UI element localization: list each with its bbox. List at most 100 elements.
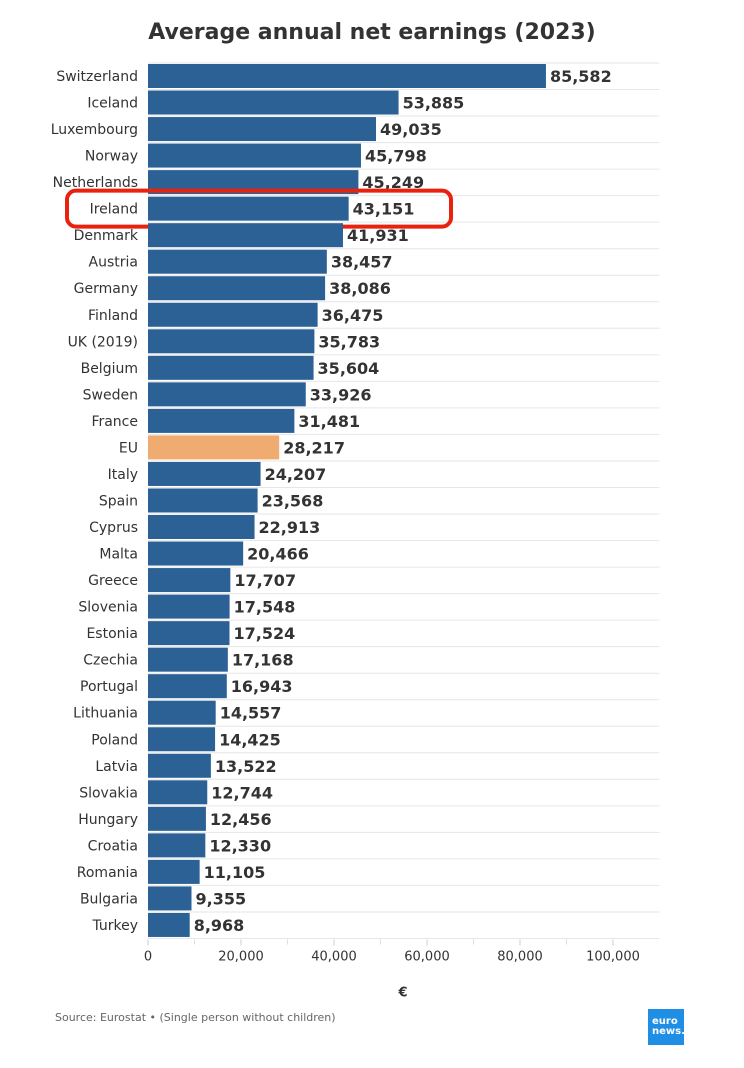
x-tick-label: 20,000 [218,949,264,964]
category-label: Finland [88,308,138,324]
value-label: 9,355 [196,889,247,908]
category-label: Luxembourg [51,122,138,138]
category-label: Portugal [80,679,138,695]
category-label: France [91,414,138,430]
category-label: Czechia [83,653,138,669]
category-label: Poland [91,732,138,748]
bar [148,647,228,672]
bar [148,488,258,513]
value-label: 85,582 [550,67,612,86]
category-label: Latvia [95,759,138,775]
category-label: Bulgaria [80,891,138,907]
logo-line-2: news. [652,1026,685,1037]
value-label: 8,968 [194,916,245,935]
category-label: Austria [89,255,138,271]
bar [148,382,306,407]
category-label: Denmark [74,228,139,244]
value-label: 31,481 [298,412,360,431]
x-axis-label: € [397,985,407,1000]
category-label: Netherlands [53,175,138,191]
value-label: 45,798 [365,147,427,166]
category-label: Slovenia [78,600,138,616]
category-label: Cyprus [89,520,138,536]
chart-title: Average annual net earnings (2023) [148,20,596,45]
bar [148,408,295,433]
category-label: Hungary [78,812,138,828]
bar [148,541,244,566]
value-label: 16,943 [231,677,293,696]
logo-line-1: euro [652,1016,678,1027]
value-label: 17,548 [234,598,296,617]
value-label: 38,457 [331,253,393,272]
bar [148,912,190,937]
bar [148,143,361,168]
value-label: 12,456 [210,810,272,829]
category-label: Germany [74,281,138,297]
bar [148,674,227,699]
category-label: Lithuania [73,706,138,722]
value-label: 33,926 [310,385,372,404]
value-label: 49,035 [380,120,442,139]
value-label: 17,707 [234,571,296,590]
category-label: Turkey [91,918,138,934]
category-label: Romania [77,865,138,881]
value-label: 35,783 [318,332,380,351]
category-label: Iceland [87,96,138,112]
value-label: 20,466 [247,545,309,564]
value-label: 12,744 [211,783,273,802]
bar [148,621,230,646]
bar [148,700,216,725]
bar [148,859,200,884]
value-label: 17,168 [232,651,294,670]
bar [148,886,192,911]
category-label: Malta [99,547,138,563]
category-label: Sweden [83,387,138,403]
bar [148,90,399,115]
category-label: Croatia [88,838,138,854]
category-label: Spain [99,493,138,509]
x-tick-label: 100,000 [586,949,640,964]
x-tick-label: 60,000 [404,949,450,964]
value-label: 12,330 [209,836,271,855]
bar [148,196,349,221]
category-label: Italy [108,467,138,483]
x-tick-label: 80,000 [497,949,543,964]
value-label: 36,475 [322,306,384,325]
value-label: 41,931 [347,226,409,245]
value-label: 23,568 [262,491,324,510]
bar [148,515,255,540]
bar [148,117,377,142]
value-label: 53,885 [403,94,465,113]
bar [148,276,326,301]
bar [148,329,315,354]
bar [148,727,216,752]
x-tick-label: 0 [144,949,152,964]
bar [148,302,318,327]
euronews-logo: euro news. [648,1009,685,1045]
value-label: 14,425 [219,730,281,749]
value-label: 43,151 [353,200,415,219]
category-label: EU [119,440,138,456]
bar [148,806,206,831]
category-label: Greece [88,573,138,589]
category-label: Estonia [86,626,138,642]
source-note: Source: Eurostat • (Single person withou… [55,1011,336,1024]
category-label: Belgium [81,361,138,377]
bar [148,833,206,858]
value-label: 14,557 [220,704,282,723]
x-tick-label: 40,000 [311,949,357,964]
value-label: 38,086 [329,279,391,298]
value-label: 28,217 [283,438,345,457]
category-label: Slovakia [79,785,138,801]
bar [148,594,230,619]
value-label: 35,604 [318,359,380,378]
category-label: Switzerland [56,69,138,85]
bar [148,461,261,486]
bar [148,355,314,380]
category-label: Ireland [90,202,138,218]
bar [148,753,211,778]
value-label: 17,524 [233,624,295,643]
value-label: 22,913 [259,518,321,537]
bar [148,64,546,88]
bar [148,249,327,274]
